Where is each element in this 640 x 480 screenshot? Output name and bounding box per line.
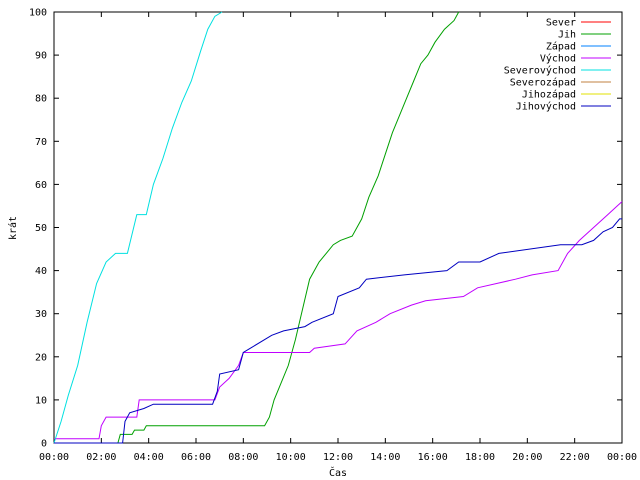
x-tick-label: 06:00: [181, 452, 211, 463]
y-tick-label: 90: [35, 51, 47, 62]
x-tick-label: 18:00: [465, 452, 495, 463]
y-tick-label: 60: [35, 180, 47, 191]
legend-label: Severozápad: [510, 77, 576, 89]
x-tick-label: 00:00: [39, 452, 69, 463]
series-line-4: [53, 11, 223, 444]
x-tick-label: 04:00: [134, 452, 164, 463]
y-axis-title: krát: [7, 216, 19, 240]
legend-label: Severovýchod: [504, 65, 576, 77]
legend-label: Jihozápad: [522, 89, 576, 101]
legend-label: Východ: [540, 53, 576, 65]
x-tick-label: 00:00: [607, 452, 637, 463]
x-tick-label: 22:00: [560, 452, 590, 463]
y-tick-label: 0: [41, 439, 47, 450]
series-lines: [53, 11, 623, 444]
x-axis-title: Čas: [329, 466, 347, 479]
legend-label: Západ: [546, 41, 576, 53]
legend: SeverJihZápadVýchodSeverovýchodSeverozáp…: [504, 18, 611, 113]
legend-label: Sever: [546, 18, 576, 29]
y-tick-label: 30: [35, 309, 47, 320]
y-tick-label: 50: [35, 223, 47, 234]
legend-label: Jihovýchod: [516, 101, 576, 113]
x-tick-label: 14:00: [370, 452, 400, 463]
y-tick-label: 80: [35, 94, 47, 105]
x-tick-label: 02:00: [86, 452, 116, 463]
series-line-3: [54, 201, 623, 440]
series-line-1: [54, 11, 460, 444]
y-tick-label: 70: [35, 137, 47, 148]
y-tick-label: 100: [29, 8, 47, 19]
tick-labels: 00:00 02:00 04:00 06:00 08:00 10:00 12:00 14:00…: [29, 8, 637, 464]
x-tick-label: 16:00: [418, 452, 448, 463]
series-line-7: [54, 218, 622, 444]
x-tick-label: 12:00: [323, 452, 353, 463]
x-tick-label: 10:00: [276, 452, 306, 463]
y-tick-label: 20: [35, 352, 47, 363]
axis-ticks: [53, 11, 623, 444]
y-tick-label: 40: [35, 266, 47, 277]
x-tick-label: 20:00: [512, 452, 542, 463]
y-tick-label: 10: [35, 395, 47, 406]
x-tick-label: 08:00: [228, 452, 258, 463]
legend-label: Jih: [558, 30, 576, 41]
